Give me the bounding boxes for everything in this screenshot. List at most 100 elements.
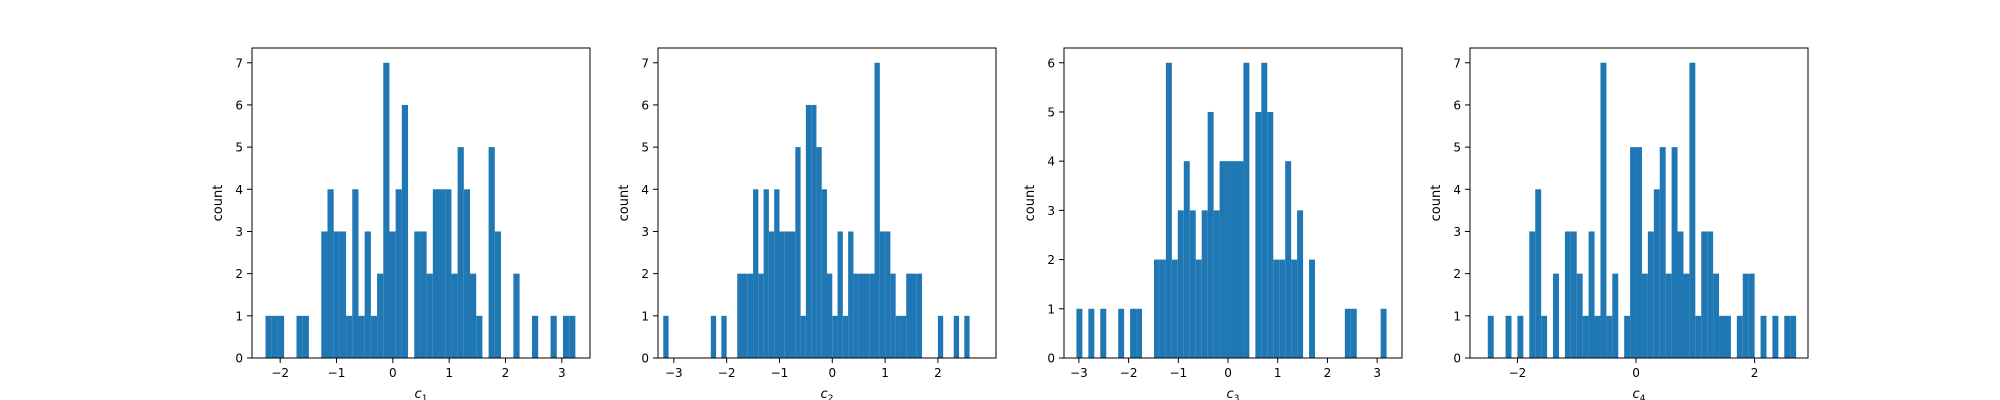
histogram-bar <box>800 315 806 358</box>
histogram-bar <box>1130 308 1137 358</box>
histogram-bar <box>879 231 886 358</box>
histogram-bar <box>296 315 303 358</box>
histogram-bar <box>1201 210 1208 358</box>
y-tick-label: 0 <box>1453 352 1461 366</box>
histogram-bar <box>1344 308 1351 358</box>
histogram-bar <box>863 273 870 358</box>
histogram-bar <box>753 189 759 358</box>
histogram-bar <box>414 231 421 358</box>
histogram-bar <box>1118 308 1125 358</box>
histogram-bar <box>1784 315 1791 358</box>
histogram-bar <box>488 147 495 358</box>
histogram-bar <box>900 315 907 358</box>
x-tick-label: −2 <box>1509 366 1527 380</box>
x-tick-label: 2 <box>1324 366 1332 380</box>
histogram-bar <box>837 231 843 358</box>
histogram-bar <box>1790 315 1797 358</box>
x-tick-label: −3 <box>665 366 683 380</box>
histogram-bar <box>1535 189 1542 358</box>
histogram-bar <box>327 189 334 358</box>
x-axis-label: c4 <box>1633 387 1646 400</box>
histogram-bar <box>885 231 891 358</box>
histogram-bar <box>1719 315 1725 358</box>
histogram-bar <box>346 315 353 358</box>
y-tick-label: 0 <box>1047 352 1055 366</box>
histogram-bar <box>911 273 917 358</box>
histogram-bar <box>1273 259 1280 358</box>
histogram-bar <box>265 315 272 358</box>
y-tick-label: 1 <box>641 309 649 323</box>
x-axis-label: c3 <box>1227 387 1240 400</box>
y-tick-label: 1 <box>235 309 243 323</box>
histogram-bar <box>531 315 539 358</box>
histogram-bar <box>1207 111 1214 358</box>
histogram-bar <box>562 315 570 358</box>
histogram-bar <box>779 231 785 358</box>
y-tick-label: 5 <box>1453 141 1461 155</box>
histogram-bar <box>1564 231 1571 358</box>
histogram-bar <box>1088 308 1095 358</box>
y-axis-label: count <box>211 185 226 222</box>
y-tick-label: 5 <box>1047 105 1055 119</box>
histogram-bar <box>1505 315 1512 358</box>
histogram-bar <box>364 231 371 358</box>
histogram-bar <box>737 273 743 358</box>
histogram-bar <box>721 315 727 358</box>
histogram-bar <box>964 315 970 358</box>
histogram-bar <box>953 315 960 358</box>
histogram-bar <box>470 273 477 358</box>
x-tick-label: 3 <box>558 366 566 380</box>
histogram-bar <box>1736 315 1743 358</box>
x-tick-label: 1 <box>1274 366 1282 380</box>
axes-frame <box>1469 47 1809 359</box>
histogram-bar <box>1760 315 1767 358</box>
histogram-bar <box>916 273 923 358</box>
y-axis-label: count <box>617 185 632 222</box>
histogram-bar <box>1529 231 1536 358</box>
histogram-bar <box>937 315 944 358</box>
histogram-bar <box>1243 62 1250 358</box>
y-tick-label: 7 <box>235 56 243 70</box>
histogram-bar <box>1231 161 1238 358</box>
histogram-bar <box>1665 273 1672 358</box>
axes-frame <box>1063 47 1403 359</box>
histogram-bar <box>339 231 347 358</box>
x-tick-label: 3 <box>1373 366 1381 380</box>
histogram-bar <box>445 189 452 358</box>
histogram-bar <box>1612 273 1619 358</box>
x-axis-label: c2 <box>821 387 834 400</box>
histogram-bar <box>1177 210 1184 358</box>
x-tick-label: 0 <box>1632 366 1640 380</box>
histogram-bar <box>1279 259 1286 358</box>
subplot-c1: −2 −1 0 1 2 3 0 1 2 3 4 5 6 7 count c1 <box>211 47 591 400</box>
histogram-bar <box>1624 315 1631 358</box>
histogram-bar <box>1594 315 1601 358</box>
histogram-bar <box>377 273 384 358</box>
y-axis-label: count <box>1023 185 1038 222</box>
histogram-bar <box>1689 62 1696 358</box>
histogram-bar <box>401 104 409 358</box>
axes-frame <box>657 47 997 359</box>
histogram-bar <box>663 315 669 358</box>
histogram-bar <box>1600 62 1607 358</box>
histogram-bar <box>1683 273 1690 358</box>
x-tick-label: 0 <box>1224 366 1232 380</box>
histogram-bar <box>816 147 822 358</box>
histogram-bar <box>1647 231 1654 358</box>
histogram-bar <box>1285 161 1292 358</box>
histogram-bar <box>389 231 396 358</box>
histogram-bar <box>827 273 833 358</box>
histogram-bar <box>1713 273 1720 358</box>
histogram-bar <box>821 189 827 358</box>
y-axis-label: count <box>1429 185 1444 222</box>
histogram-bar <box>1606 315 1613 358</box>
histogram-bar <box>1630 147 1637 358</box>
x-tick-label: −1 <box>328 366 346 380</box>
histogram-bar <box>1255 111 1262 358</box>
histogram-bar <box>333 231 340 358</box>
histogram-bar <box>1659 147 1666 358</box>
histogram-bar <box>1136 308 1143 358</box>
histogram-bar <box>432 189 440 358</box>
x-tick-label: 1 <box>445 366 453 380</box>
histogram-bar <box>805 104 812 358</box>
